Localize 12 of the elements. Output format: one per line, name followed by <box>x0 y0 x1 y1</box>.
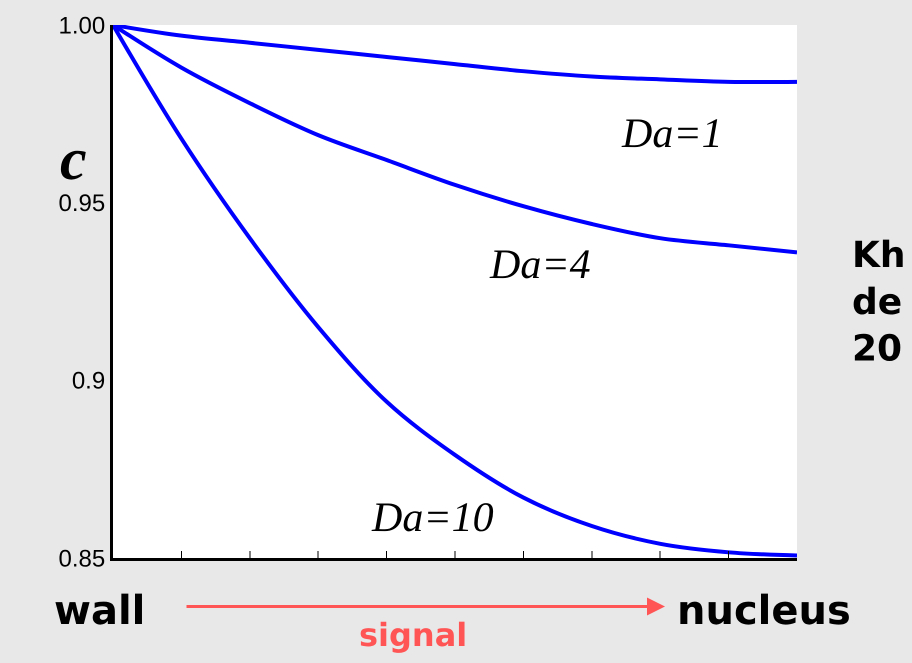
y-tick-label: 1.00 <box>58 12 106 40</box>
annotation: Da=4 <box>489 242 591 288</box>
text: Kh de 20 <box>852 235 906 370</box>
y-tick-label: 0.95 <box>58 190 106 218</box>
text: signal <box>359 616 468 654</box>
text: nucleus <box>677 588 851 634</box>
y-tick-label: 0.85 <box>58 545 106 572</box>
y-tick-label: 0.9 <box>72 368 106 395</box>
annotation: Da=10 <box>371 495 494 541</box>
y-axis-title: c <box>60 126 87 192</box>
text: wall <box>54 588 146 634</box>
annotation: Da=1 <box>621 111 723 157</box>
